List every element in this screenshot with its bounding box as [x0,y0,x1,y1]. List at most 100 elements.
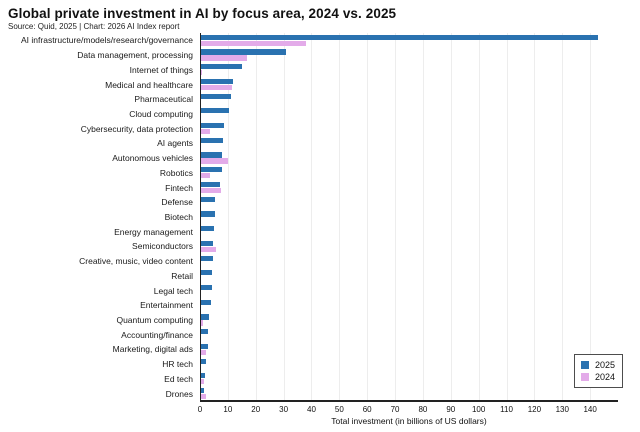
category-label: Entertainment [140,300,193,311]
legend-item-2024: 2024 [581,371,616,383]
bar-2025 [200,255,213,261]
category-label: Quantum computing [116,315,193,326]
bar-2024 [200,393,207,400]
x-tick-label: 90 [446,405,456,414]
category-label: AI agents [157,138,193,149]
category-label: Semiconductors [132,241,193,252]
category-label: Biotech [164,212,193,222]
gridline [395,33,397,401]
category-label: Drones [165,388,193,399]
bar-2025 [200,299,212,305]
bar-2025 [200,137,224,143]
bar-2024 [200,187,222,194]
x-tick-label: 0 [197,405,203,414]
bar-2025 [200,240,214,246]
gridline [534,33,536,401]
category-label: Autonomous vehicles [112,153,193,164]
legend-label-2025: 2025 [595,360,616,370]
legend-label-2024: 2024 [595,372,616,382]
bar-2025 [200,152,223,158]
bar-2025 [200,93,231,99]
category-label: Retail [171,270,193,281]
gridline [339,33,341,401]
bar-2025 [200,64,242,70]
category-label: AI infrastructure/models/research/govern… [21,35,193,46]
x-axis-title: Total investment (in billions of US doll… [331,416,487,426]
x-tick-label: 130 [555,405,569,414]
gridline [478,33,480,401]
bar-2025 [200,211,215,217]
x-tick-label: 30 [279,405,289,414]
legend: 2025 2024 [574,354,623,388]
bar-2025 [200,226,214,232]
bar-2024 [200,349,206,355]
bar-2024 [200,320,203,326]
gridline [562,33,564,401]
x-tick-label: 20 [251,405,261,414]
category-label: Marketing, digital ads [112,344,193,355]
gridline [506,33,508,401]
category-label: Accounting/finance [121,329,193,340]
plot-area [200,33,618,401]
legend-swatch-2024 [581,373,589,381]
category-label: Internet of things [129,64,193,75]
gridline [283,33,285,401]
bar-2024 [200,173,211,179]
x-tick-label: 40 [307,405,316,414]
bar-2025 [200,387,205,394]
bar-2024 [200,246,217,252]
gridline [311,33,313,401]
category-label: Medical and healthcare [105,79,193,90]
category-label: Defense [161,197,193,208]
category-labels: AI infrastructure/models/research/govern… [0,33,197,401]
bar-2024 [200,379,204,385]
bar-2025 [200,358,207,364]
bar-2025 [200,329,208,335]
bar-2024 [200,40,306,46]
bar-2024 [200,158,228,164]
bar-2024 [200,84,233,91]
bar-2024 [200,129,211,135]
legend-item-2025: 2025 [581,359,616,371]
category-label: Fintech [165,182,193,193]
bar-2025 [200,284,212,291]
gridline [590,33,592,401]
category-label: Robotics [159,167,193,178]
category-label: Data management, processing [77,50,193,61]
y-axis-line [200,33,201,401]
legend-swatch-2025 [581,361,589,369]
bar-2025 [200,314,209,320]
x-tick-label: 120 [527,405,542,414]
gridline [255,33,257,401]
x-tick-label: 110 [500,405,513,414]
x-tick-label: 100 [471,405,486,414]
category-label: Pharmaceutical [134,94,193,105]
x-tick-label: 140 [583,405,597,414]
x-axis-line [200,400,618,402]
bar-2025 [200,343,208,349]
chart-source-line: Source: Quid, 2025 | Chart: 2026 AI Inde… [8,22,180,31]
category-label: Cloud computing [129,108,193,119]
bar-2025 [200,108,229,114]
bar-2025 [200,123,224,129]
x-tick-label: 60 [362,405,372,414]
bar-2024 [200,55,248,61]
category-label: Cybersecurity, data protection [80,123,193,134]
bar-2025 [200,34,599,40]
gridline [422,33,424,401]
category-label: HR tech [162,359,193,370]
bar-2025 [200,196,216,202]
category-label: Legal tech [153,285,193,296]
gridline [227,33,229,401]
gridline [367,33,369,401]
bar-2025 [200,49,287,55]
category-label: Energy management [114,226,193,237]
chart-title: Global private investment in AI by focus… [8,6,397,21]
bar-2025 [200,181,220,188]
x-tick-label: 70 [390,405,400,414]
category-label: Ed tech [164,373,193,384]
x-tick-label: 50 [334,405,344,414]
gridline [450,33,452,401]
x-tick-label: 10 [223,405,233,414]
